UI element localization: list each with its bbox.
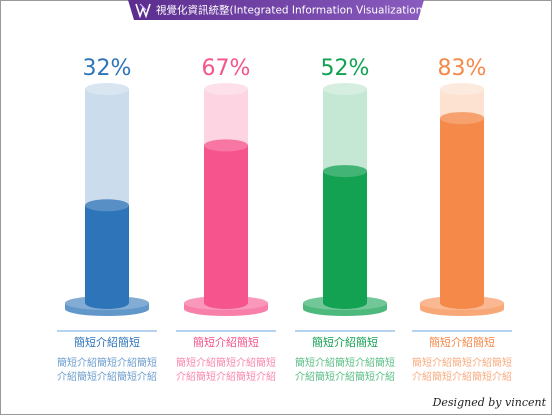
category-heading: 簡短介紹簡短 — [429, 335, 495, 349]
description: 簡短介紹簡短介紹簡短 — [295, 356, 395, 369]
cylinder-fill — [204, 145, 248, 303]
cylinder-fill — [323, 171, 367, 303]
header-banner — [128, 0, 424, 20]
tube-top — [204, 83, 248, 95]
logo — [135, 3, 151, 19]
category-heading: 簡短介紹簡短 — [312, 335, 378, 349]
description: 介紹簡短介紹簡短介紹 — [295, 370, 395, 383]
value-label: 83% — [438, 56, 487, 81]
description: 簡短介紹簡短介紹簡短 — [176, 356, 276, 369]
tube-top — [323, 83, 367, 95]
description: 簡短介紹簡短介紹簡短 — [412, 356, 512, 369]
value-label: 67% — [202, 56, 251, 81]
description: 介紹簡短介紹簡短介紹 — [57, 370, 157, 383]
header-title: 視覺化資訊統整(Integrated Information Visualiza… — [156, 4, 426, 17]
category-heading: 簡短介紹簡短 — [74, 335, 140, 349]
fill-top — [323, 165, 367, 178]
fill-top — [204, 139, 248, 152]
credit: Designed by vincent — [432, 396, 547, 409]
description: 介紹簡短介紹簡短介紹 — [176, 370, 276, 383]
value-label: 52% — [321, 56, 370, 81]
logo-accent — [139, 3, 147, 11]
description: 簡短介紹簡短介紹簡短 — [57, 356, 157, 369]
cylinder-fill — [440, 118, 484, 303]
description: 介紹簡短介紹簡短介紹 — [412, 370, 512, 383]
category-heading: 簡短介紹簡短 — [193, 335, 259, 349]
tube-top — [85, 83, 129, 95]
fill-top — [440, 112, 484, 125]
tube-top — [440, 83, 484, 95]
fill-top — [85, 199, 129, 212]
cylinder-fill — [85, 205, 129, 303]
value-label: 32% — [83, 56, 132, 81]
